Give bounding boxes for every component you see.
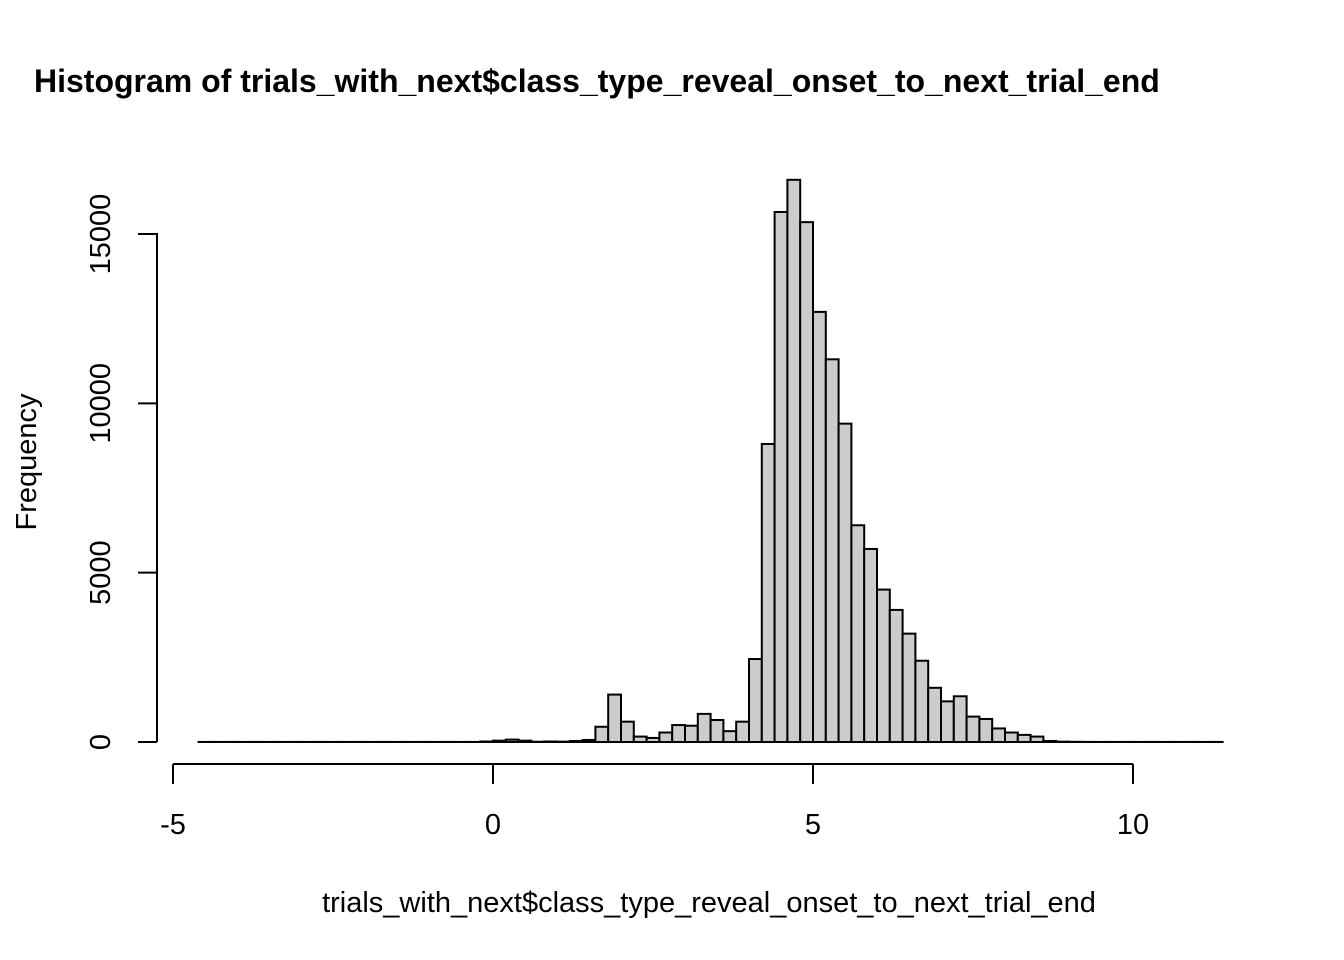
histogram-bar: [722, 730, 738, 743]
histogram-bar: [1016, 733, 1032, 744]
histogram-bar: [658, 731, 674, 744]
x-axis-label: trials_with_next$class_type_reveal_onset…: [322, 887, 1096, 919]
histogram-bar: [696, 712, 712, 744]
histogram-bar: [581, 738, 597, 743]
histogram-bar: [492, 739, 507, 744]
histogram-bar: [1004, 731, 1019, 744]
histogram-bar: [888, 608, 904, 743]
histogram-bar: [824, 358, 840, 743]
histogram-bar: [645, 736, 661, 744]
histogram-bar: [876, 588, 891, 743]
y-tick-label: 15000: [85, 194, 117, 275]
x-tick-label: 0: [485, 809, 501, 841]
histogram-bar: [517, 739, 533, 744]
histogram-bar: [671, 724, 687, 744]
y-axis-label: Frequency: [11, 393, 43, 531]
x-tick-label: 10: [1117, 809, 1149, 841]
histogram-bar: [837, 422, 853, 743]
histogram-bar: [543, 740, 559, 743]
y-tick-label: 10000: [85, 363, 117, 444]
histogram-bar: [748, 658, 763, 744]
histogram-bar: [952, 695, 968, 744]
histogram-bar: [479, 740, 495, 743]
histogram-bar: [620, 720, 635, 743]
histogram-bar: [760, 442, 776, 743]
x-axis-ticks: -5 0 5 10: [160, 764, 1149, 841]
histogram-bar: [965, 715, 981, 743]
histogram-bar: [607, 693, 623, 744]
y-tick-label: 5000: [85, 540, 117, 605]
histogram-bar: [901, 632, 917, 744]
histogram-bar: [1029, 735, 1045, 744]
histogram-bar: [568, 739, 584, 743]
histogram-bar: [914, 659, 930, 743]
histogram-bar: [863, 547, 879, 744]
histogram-bar: [812, 310, 827, 743]
histogram-bar: [709, 718, 725, 743]
histogram-bars: [197, 178, 1224, 744]
histogram-bar: [850, 524, 866, 743]
histogram-bar: [799, 221, 815, 743]
histogram-bar: [632, 735, 648, 744]
histogram-bar: [684, 724, 699, 743]
x-tick-label: -5: [160, 809, 186, 841]
histogram-bar: [594, 725, 610, 744]
histogram-bar: [991, 727, 1007, 744]
histogram-bar: [735, 720, 751, 743]
x-tick-label: 5: [805, 809, 821, 841]
histogram-bar: [978, 717, 994, 743]
histogram-bar: [773, 210, 789, 744]
y-tick-label: 0: [85, 734, 117, 750]
histogram-bar: [927, 686, 943, 743]
y-axis-ticks: 0 5000 10000 15000: [85, 194, 157, 750]
histogram-bar: [1042, 739, 1058, 743]
histogram-bar: [940, 700, 955, 743]
histogram-bar: [786, 178, 802, 743]
chart-title: Histogram of trials_with_next$class_type…: [34, 63, 1160, 99]
histogram-bar: [504, 738, 520, 744]
